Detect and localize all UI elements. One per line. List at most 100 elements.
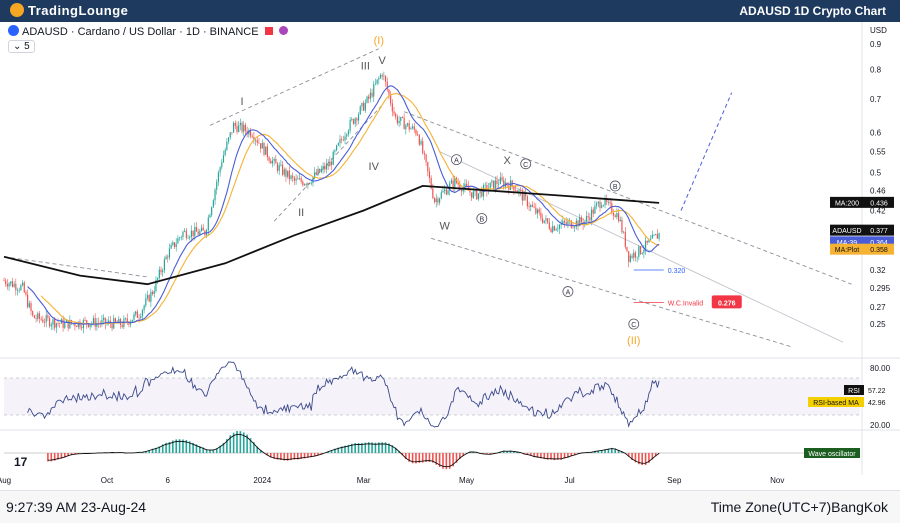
candle-body (24, 283, 25, 293)
candle-body (90, 325, 91, 327)
candle-body (647, 241, 648, 243)
candle-body (252, 136, 253, 137)
candle-body (54, 319, 55, 327)
price-tick-label: 0.32 (870, 266, 886, 275)
candle-body (640, 246, 641, 254)
candle-body (279, 165, 280, 170)
candle-body (39, 313, 40, 318)
symbol-legend[interactable]: ADAUSD · Cardano / US Dollar · 1D · BINA… (8, 25, 288, 38)
candle-body (643, 250, 644, 253)
rsi-tick-20: 20.00 (870, 421, 891, 430)
candle-body (159, 270, 160, 278)
candle-body (540, 213, 541, 219)
candle-body (214, 190, 215, 201)
candle-body (368, 97, 369, 99)
candle-body (268, 157, 269, 161)
indicator-icon[interactable] (279, 26, 288, 35)
rsi-ma-value: 42.96 (868, 400, 886, 407)
candle-body (203, 228, 204, 231)
candle-body (218, 172, 219, 182)
candle-body (285, 169, 286, 176)
flag-icon[interactable] (265, 27, 273, 35)
candle-body (235, 123, 236, 126)
time-tick-label: Aug (0, 476, 11, 485)
candle-body (555, 229, 556, 230)
candle-body (147, 295, 148, 298)
candle-body (355, 118, 356, 123)
candle-body (93, 318, 94, 323)
candle-body (383, 76, 384, 77)
candle-body (304, 184, 305, 185)
wave-label: III (361, 61, 370, 73)
candle-body (520, 190, 521, 191)
candle-body (243, 125, 244, 132)
candle-body (154, 291, 155, 294)
time-tick-label: Jul (564, 476, 574, 485)
candle-body (49, 318, 50, 326)
candle-body (8, 284, 9, 287)
price-tick-label: 0.5 (870, 168, 882, 177)
candle-body (491, 181, 492, 183)
candle-body (282, 165, 283, 175)
candle-body (169, 248, 170, 257)
candle-body (380, 75, 381, 78)
channel-line-upper (210, 49, 379, 126)
candle-body (658, 233, 659, 238)
candle-body (633, 253, 634, 258)
candle-body (280, 165, 281, 166)
candle-body (51, 324, 52, 326)
wave-label: II (298, 207, 304, 219)
candle-body (302, 182, 303, 186)
candle-body (414, 126, 415, 130)
candle-body (343, 140, 344, 141)
candle-body (29, 303, 30, 307)
candle-body (613, 213, 614, 215)
price-tick-label: 0.27 (870, 303, 886, 312)
candle-body (41, 319, 42, 320)
candle-body (466, 184, 467, 187)
candle-body (581, 217, 582, 222)
candle-body (618, 213, 619, 221)
candle-body (417, 134, 418, 135)
candle-body (415, 130, 416, 134)
osc-name: Wave oscillator (808, 451, 856, 458)
candle-body (559, 225, 560, 229)
candle-body (444, 189, 445, 190)
candle-body (353, 119, 354, 124)
candle-body (637, 257, 638, 258)
candle-body (32, 311, 33, 315)
candle-body (495, 180, 496, 188)
candle-body (350, 120, 351, 131)
candle-body (552, 226, 553, 232)
candle-body (319, 169, 320, 172)
candle-body (46, 315, 47, 322)
header-bar: TradingLounge ADAUSD 1D Crypto Chart (0, 0, 900, 22)
candle-body (172, 242, 173, 245)
candle-body (610, 202, 611, 203)
wave-label: X (503, 155, 511, 167)
candle-body (410, 128, 411, 129)
candle-body (294, 178, 295, 181)
candle-body (236, 126, 237, 132)
candle-body (226, 142, 227, 150)
candle-body (515, 190, 516, 191)
candle-body (245, 125, 246, 131)
candle-body (645, 241, 646, 250)
price-tick-label: 0.7 (870, 95, 882, 104)
candle-body (625, 232, 626, 247)
candle-body (547, 218, 548, 222)
candle-body (566, 222, 567, 224)
candle-body (179, 238, 180, 239)
candle-body (591, 210, 592, 221)
candle-body (241, 123, 242, 132)
candle-body (258, 143, 259, 144)
candle-body (95, 318, 96, 327)
candle-body (412, 126, 413, 128)
candle-body (292, 176, 293, 178)
candle-body (149, 295, 150, 302)
candle-body (76, 326, 77, 327)
candle-body (257, 140, 258, 142)
candle-body (549, 223, 550, 229)
candle-body (297, 179, 298, 180)
collapse-indicators-button[interactable]: ⌄ 5 (8, 40, 35, 53)
